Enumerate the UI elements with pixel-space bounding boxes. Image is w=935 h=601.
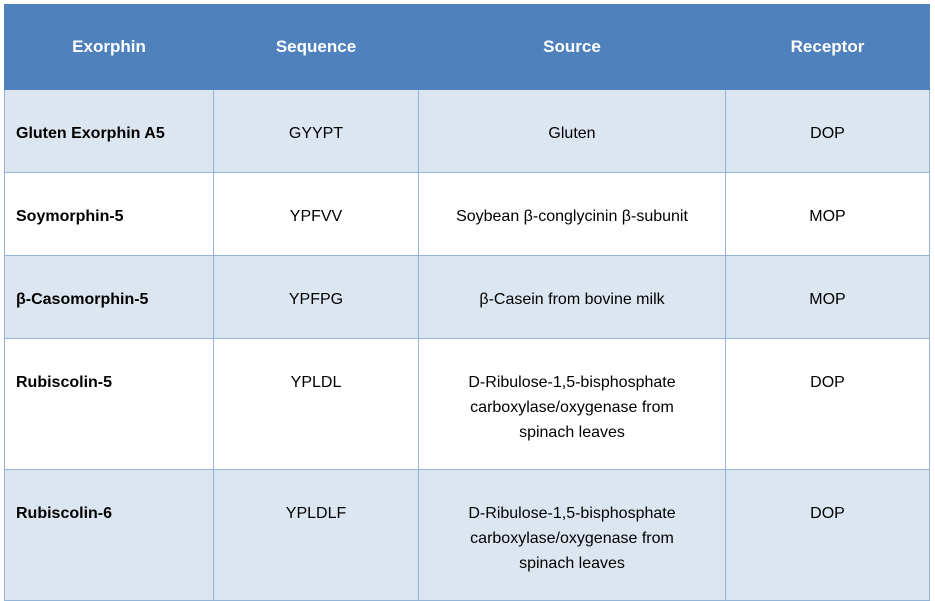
table-cell: DOP [725, 89, 930, 173]
table-cell: D-Ribulose-1,5-bisphosphate carboxylase/… [418, 338, 726, 470]
header-row: Exorphin Sequence Source Receptor [4, 4, 930, 90]
table-cell: MOP [725, 255, 930, 339]
table-cell: YPLDLF [213, 469, 419, 601]
table-cell: Soymorphin-5 [4, 172, 214, 256]
column-header: Receptor [725, 4, 930, 90]
table-cell: Gluten Exorphin A5 [4, 89, 214, 173]
exorphin-table: Exorphin Sequence Source Receptor Gluten… [4, 4, 930, 601]
table-cell: MOP [725, 172, 930, 256]
column-header: Source [418, 4, 726, 90]
table-cell: β-Casein from bovine milk [418, 255, 726, 339]
table-cell: D-Ribulose-1,5-bisphosphate carboxylase/… [418, 469, 726, 601]
table-row: Rubiscolin-6 YPLDLF D-Ribulose-1,5-bisphos… [4, 469, 930, 601]
table-row: Gluten Exorphin A5 GYYPT Gluten DOP [4, 89, 930, 173]
column-header: Sequence [213, 4, 419, 90]
table-body: Gluten Exorphin A5 GYYPT Gluten DOP Soymorph… [4, 89, 930, 601]
column-header: Exorphin [4, 4, 214, 90]
table-cell: YPFVV [213, 172, 419, 256]
table-cell: DOP [725, 469, 930, 601]
table-cell: Soybean β-conglycinin β-subunit [418, 172, 726, 256]
table-cell: Gluten [418, 89, 726, 173]
table-cell: GYYPT [213, 89, 419, 173]
table-cell: YPLDL [213, 338, 419, 470]
table-cell: Rubiscolin-5 [4, 338, 214, 470]
table-row: Soymorphin-5 YPFVV Soybean β-conglycinin β… [4, 172, 930, 256]
table-cell: YPFPG [213, 255, 419, 339]
table-cell: Rubiscolin-6 [4, 469, 214, 601]
table-row: Rubiscolin-5 YPLDL D-Ribulose-1,5-bisphosp… [4, 338, 930, 470]
table-cell: β-Casomorphin-5 [4, 255, 214, 339]
table-row: β-Casomorphin-5 YPFPG β-Casein from bovine… [4, 255, 930, 339]
table-cell: DOP [725, 338, 930, 470]
